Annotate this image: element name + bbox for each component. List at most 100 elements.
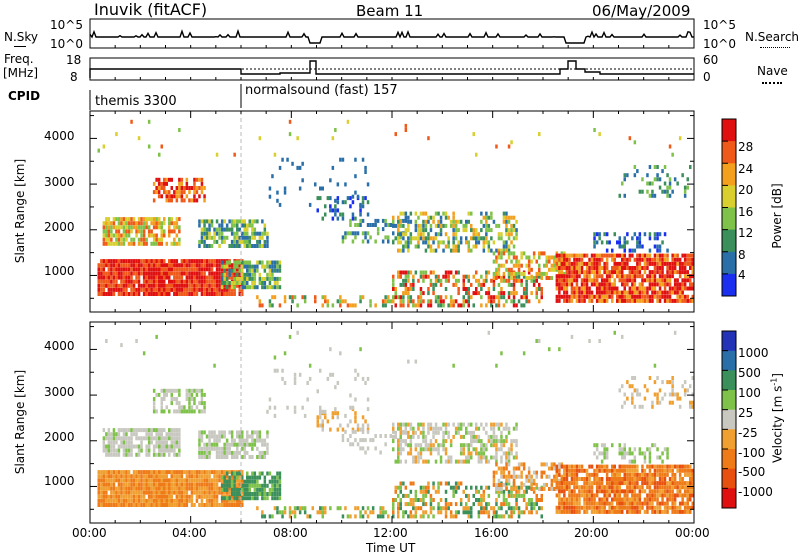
- heatmap-cell: [369, 438, 372, 442]
- heatmap-cell: [664, 473, 667, 477]
- heatmap-cell: [208, 228, 211, 232]
- heatmap-cell: [163, 259, 166, 263]
- heatmap-cell: [656, 245, 659, 249]
- heatmap-cell: [354, 191, 357, 195]
- heatmap-cell: [390, 299, 393, 303]
- heatmap-cell: [259, 299, 262, 303]
- heatmap-cell: [614, 473, 617, 477]
- heatmap-cell: [593, 502, 596, 506]
- heatmap-cell: [256, 496, 259, 500]
- heatmap-cell: [664, 493, 667, 497]
- heatmap-cell: [447, 245, 450, 249]
- heatmap-cell: [140, 221, 143, 225]
- heatmap-cell: [656, 236, 659, 240]
- heatmap-cell: [480, 451, 483, 455]
- heatmap-cell: [606, 295, 609, 299]
- heatmap-cell: [561, 274, 564, 278]
- heatmap-cell: [148, 487, 151, 491]
- heatmap-cell: [390, 223, 393, 227]
- heatmap-cell: [666, 262, 669, 266]
- heatmap-cell: [445, 245, 448, 249]
- heatmap-cell: [689, 258, 692, 262]
- heatmap-cell: [422, 299, 425, 303]
- heatmap-cell: [201, 267, 204, 271]
- heatmap-cell: [125, 280, 128, 284]
- heatmap-cell: [503, 272, 506, 276]
- heatmap-cell: [213, 228, 216, 232]
- heatmap-cell: [405, 427, 408, 431]
- heatmap-cell: [407, 249, 410, 253]
- heatmap-cell: [651, 481, 654, 485]
- heatmap-cell: [536, 502, 539, 506]
- heatmap-cell: [661, 469, 664, 473]
- heatmap-cell: [166, 263, 169, 267]
- heatmap-cell: [103, 499, 106, 503]
- heatmap-cell: [681, 498, 684, 502]
- heatmap-cell: [171, 397, 174, 401]
- heatmap-cell: [246, 472, 249, 476]
- heatmap-cell: [402, 212, 405, 216]
- heatmap-cell: [606, 485, 609, 489]
- heatmap-cell: [641, 254, 644, 258]
- heatmap-cell: [176, 397, 179, 401]
- heatmap-cell: [601, 451, 604, 455]
- heatmap-cell: [676, 465, 679, 469]
- heatmap-cell: [624, 451, 627, 455]
- heatmap-cell: [586, 278, 589, 282]
- heatmap-cell: [515, 486, 518, 490]
- heatmap-cell: [163, 234, 166, 238]
- heatmap-cell: [674, 493, 677, 497]
- heatmap-cell: [105, 259, 108, 263]
- heatmap-cell: [233, 476, 236, 480]
- heatmap-cell: [231, 276, 234, 280]
- heatmap-cell: [437, 486, 440, 490]
- heatmap-cell: [598, 477, 601, 481]
- heatmap-cell: [457, 240, 460, 244]
- heatmap-cell: [407, 291, 410, 295]
- heatmap-cell: [397, 220, 400, 224]
- heatmap-cell: [228, 503, 231, 507]
- heatmap-cell: [475, 279, 478, 283]
- heatmap-cell: [216, 240, 219, 244]
- heatmap-cell: [118, 495, 121, 499]
- heatmap-cell: [196, 284, 199, 288]
- heatmap-cell: [105, 229, 108, 233]
- heatmap-cell: [488, 510, 491, 514]
- heatmap-cell: [578, 258, 581, 262]
- heatmap-cell: [463, 279, 466, 283]
- heatmap-cell: [412, 514, 415, 518]
- heatmap-cell: [654, 477, 657, 481]
- heatmap-cell: [483, 245, 486, 249]
- heatmap-cell: [485, 232, 488, 236]
- heatmap-cell: [603, 489, 606, 493]
- heatmap-cell: [576, 278, 579, 282]
- heatmap-cell: [478, 490, 481, 494]
- heatmap-cell: [636, 169, 639, 173]
- heatmap-cell: [110, 436, 113, 440]
- heatmap-cell: [123, 491, 126, 495]
- heatmap-cell: [689, 274, 692, 278]
- heatmap-cell: [661, 481, 664, 485]
- heatmap-cell: [626, 173, 629, 177]
- heatmap-cell: [251, 480, 254, 484]
- heatmap-cell: [98, 478, 101, 482]
- heatmap-cell: [203, 263, 206, 267]
- heatmap-cell: [198, 284, 201, 288]
- heatmap-cell: [666, 506, 669, 510]
- heatmap-cell: [133, 292, 136, 296]
- heatmap-cell: [264, 451, 267, 455]
- heatmap-cell: [626, 465, 629, 469]
- heatmap-cell: [173, 280, 176, 284]
- heatmap-cell: [155, 428, 158, 432]
- heatmap-cell: [533, 487, 536, 491]
- heatmap-cell: [138, 221, 141, 225]
- heatmap-cell: [176, 242, 179, 246]
- heatmap-cell: [145, 242, 148, 246]
- heatmap-cell: [422, 271, 425, 275]
- heatmap-cell: [654, 245, 657, 249]
- heatmap-cell: [259, 435, 262, 439]
- heatmap-cell: [314, 299, 317, 303]
- heatmap-cell: [616, 299, 619, 303]
- heatmap-cell: [666, 270, 669, 274]
- heatmap-cell: [120, 217, 123, 221]
